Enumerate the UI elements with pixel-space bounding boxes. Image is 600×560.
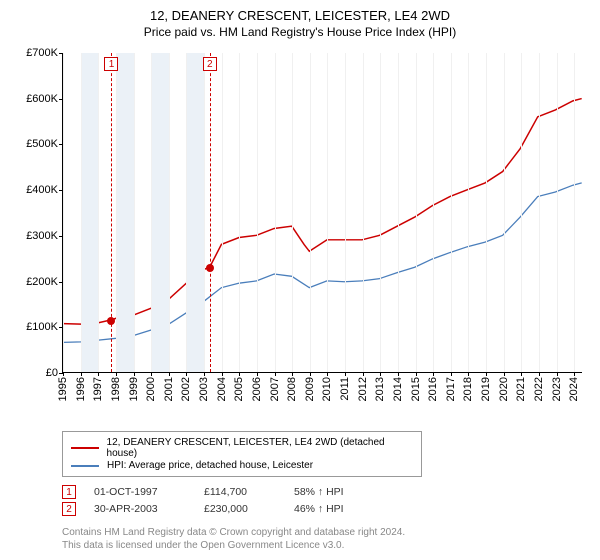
- x-axis-label: 2024: [568, 377, 580, 401]
- x-axis-label: 2007: [269, 377, 281, 401]
- x-axis-label: 2012: [357, 377, 369, 401]
- chart-marker-dot: [107, 317, 115, 325]
- transaction-marker: 2: [62, 502, 76, 516]
- x-axis-label: 2016: [427, 377, 439, 401]
- chart-title: 12, DEANERY CRESCENT, LEICESTER, LE4 2WD: [12, 8, 588, 23]
- chart-marker-box: 2: [203, 57, 217, 71]
- transaction-price: £114,700: [204, 486, 294, 498]
- x-axis-label: 2001: [163, 377, 175, 401]
- x-axis-label: 2002: [180, 377, 192, 401]
- legend-label-hpi: HPI: Average price, detached house, Leic…: [107, 460, 313, 471]
- legend-label-property: 12, DEANERY CRESCENT, LEICESTER, LE4 2WD…: [107, 437, 413, 459]
- y-axis-label: £100K: [12, 321, 58, 333]
- chart-container: 12, DEANERY CRESCENT, LEICESTER, LE4 2WD…: [0, 0, 600, 560]
- y-axis-label: £200K: [12, 276, 58, 288]
- y-axis-label: £700K: [12, 47, 58, 59]
- x-axis-label: 2013: [374, 377, 386, 401]
- transaction-price: £230,000: [204, 503, 294, 515]
- y-axis-label: £400K: [12, 184, 58, 196]
- x-axis-label: 2017: [445, 377, 457, 401]
- legend-swatch-property: [71, 447, 99, 449]
- x-axis-label: 2009: [304, 377, 316, 401]
- legend-box: 12, DEANERY CRESCENT, LEICESTER, LE4 2WD…: [62, 431, 422, 477]
- x-axis-label: 1998: [110, 377, 122, 401]
- title-block: 12, DEANERY CRESCENT, LEICESTER, LE4 2WD…: [12, 8, 588, 39]
- legend-row-property: 12, DEANERY CRESCENT, LEICESTER, LE4 2WD…: [71, 437, 413, 459]
- x-axis-label: 1999: [128, 377, 140, 401]
- footer-line-2: This data is licensed under the Open Gov…: [62, 539, 588, 552]
- x-axis-label: 2015: [410, 377, 422, 401]
- transaction-table: 1 01-OCT-1997 £114,700 58% ↑ HPI 2 30-AP…: [62, 485, 588, 516]
- x-axis-label: 2018: [462, 377, 474, 401]
- x-axis-label: 2005: [233, 377, 245, 401]
- x-axis-label: 1995: [57, 377, 69, 401]
- chart-area: 12 1995199619971998199920002001200220032…: [12, 45, 588, 425]
- transaction-date: 01-OCT-1997: [94, 486, 204, 498]
- y-axis-label: £300K: [12, 230, 58, 242]
- x-axis-label: 2014: [392, 377, 404, 401]
- chart-marker-box: 1: [104, 57, 118, 71]
- x-axis-label: 2000: [145, 377, 157, 401]
- transaction-marker: 1: [62, 485, 76, 499]
- x-axis-label: 2006: [251, 377, 263, 401]
- legend-row-hpi: HPI: Average price, detached house, Leic…: [71, 460, 413, 471]
- x-axis-label: 2003: [198, 377, 210, 401]
- y-axis-label: £500K: [12, 138, 58, 150]
- x-axis-label: 2022: [533, 377, 545, 401]
- y-axis-label: £0: [12, 367, 58, 379]
- x-axis-label: 2019: [480, 377, 492, 401]
- x-axis-label: 2008: [286, 377, 298, 401]
- legend-swatch-hpi: [71, 465, 99, 467]
- transaction-date: 30-APR-2003: [94, 503, 204, 515]
- chart-subtitle: Price paid vs. HM Land Registry's House …: [12, 25, 588, 39]
- transaction-pct: 58% ↑ HPI: [294, 486, 384, 498]
- x-axis-label: 2010: [321, 377, 333, 401]
- x-axis-label: 2004: [216, 377, 228, 401]
- x-axis-label: 2020: [498, 377, 510, 401]
- footer-attrib: Contains HM Land Registry data © Crown c…: [62, 526, 588, 552]
- transaction-pct: 46% ↑ HPI: [294, 503, 384, 515]
- y-axis-label: £600K: [12, 93, 58, 105]
- chart-marker-dot: [206, 264, 214, 272]
- footer-line-1: Contains HM Land Registry data © Crown c…: [62, 526, 588, 539]
- plot-area: 12: [62, 53, 582, 373]
- transaction-row: 2 30-APR-2003 £230,000 46% ↑ HPI: [62, 502, 588, 516]
- x-axis-label: 1996: [75, 377, 87, 401]
- transaction-row: 1 01-OCT-1997 £114,700 58% ↑ HPI: [62, 485, 588, 499]
- x-axis-label: 2021: [515, 377, 527, 401]
- x-axis-label: 2023: [551, 377, 563, 401]
- x-axis-label: 2011: [339, 377, 351, 401]
- x-axis-label: 1997: [92, 377, 104, 401]
